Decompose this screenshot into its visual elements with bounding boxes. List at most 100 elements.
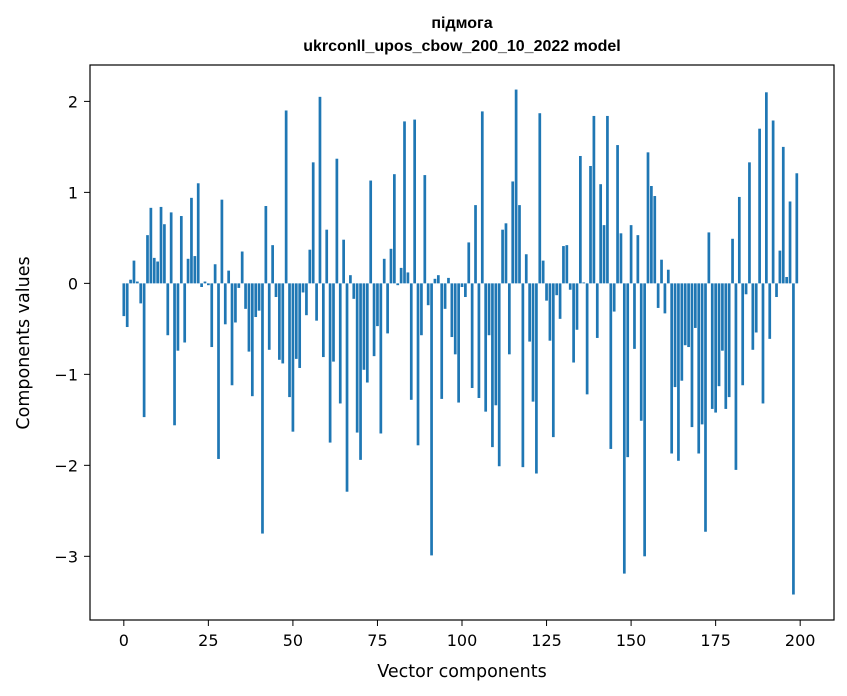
x-axis-ticks: 0 25 50 75 100 125 150 175 200 xyxy=(119,620,816,650)
bar-35 xyxy=(240,251,244,284)
bar-78 xyxy=(386,283,389,334)
bar-93 xyxy=(436,275,440,284)
bar-151 xyxy=(633,283,636,349)
bar-175 xyxy=(714,283,717,413)
bar-160 xyxy=(663,283,667,314)
bar-193 xyxy=(775,283,778,298)
bar-4 xyxy=(135,281,139,284)
bar-21 xyxy=(193,256,197,284)
bar-197 xyxy=(788,201,792,284)
bar-128 xyxy=(555,283,559,296)
bar-86 xyxy=(413,119,417,284)
bar-188 xyxy=(758,128,761,284)
bar-106 xyxy=(480,111,484,284)
bar-162 xyxy=(670,283,674,454)
bar-36 xyxy=(244,283,247,309)
bar-158 xyxy=(656,283,660,308)
bar-173 xyxy=(707,232,711,284)
bar-131 xyxy=(565,245,569,284)
bar-178 xyxy=(724,283,728,409)
bar-171 xyxy=(700,283,704,425)
bar-76 xyxy=(379,283,383,434)
bar-108 xyxy=(487,283,491,336)
bar-1 xyxy=(125,283,129,328)
bar-15 xyxy=(173,283,176,426)
bar-3 xyxy=(132,260,136,284)
bar-23 xyxy=(200,283,203,287)
bar-110 xyxy=(494,283,498,406)
bar-123 xyxy=(538,113,542,284)
bar-100 xyxy=(460,283,464,287)
bar-53 xyxy=(301,283,305,293)
bar-49 xyxy=(288,283,291,398)
bar-92 xyxy=(433,278,437,284)
bars-group xyxy=(122,89,799,595)
bar-34 xyxy=(237,283,241,288)
bar-2 xyxy=(129,279,132,284)
bar-125 xyxy=(545,283,548,301)
bar-103 xyxy=(470,283,474,388)
bar-186 xyxy=(751,283,755,350)
bar-156 xyxy=(650,186,653,284)
y-tick-label: −1 xyxy=(54,365,78,384)
bar-94 xyxy=(440,283,444,399)
bar-153 xyxy=(639,283,643,421)
bar-87 xyxy=(416,283,420,446)
bar-83 xyxy=(403,121,406,284)
bar-57 xyxy=(315,283,318,321)
bar-42 xyxy=(264,206,268,284)
bar-77 xyxy=(382,258,386,284)
bar-107 xyxy=(484,283,488,412)
bar-146 xyxy=(616,145,619,284)
bar-172 xyxy=(704,283,707,532)
bar-84 xyxy=(406,272,410,284)
x-tick-label: 150 xyxy=(616,631,647,650)
bar-199 xyxy=(795,173,799,284)
bar-102 xyxy=(467,242,471,284)
bar-74 xyxy=(372,283,376,357)
bar-41 xyxy=(261,283,264,534)
bar-81 xyxy=(396,283,400,286)
bar-25 xyxy=(207,283,210,286)
bar-60 xyxy=(325,229,329,284)
bar-174 xyxy=(710,283,714,409)
bar-152 xyxy=(636,235,640,284)
bar-18 xyxy=(183,283,187,343)
y-tick-label: 0 xyxy=(68,274,78,293)
bar-167 xyxy=(687,283,690,348)
bar-68 xyxy=(352,283,356,299)
bar-75 xyxy=(376,283,379,327)
bar-129 xyxy=(558,283,562,319)
bar-142 xyxy=(602,225,606,284)
x-tick-label: 50 xyxy=(283,631,303,650)
bar-124 xyxy=(541,260,545,284)
bar-13 xyxy=(166,283,170,336)
bar-149 xyxy=(626,283,630,458)
bar-69 xyxy=(355,283,359,433)
bar-182 xyxy=(737,196,741,284)
bar-119 xyxy=(524,254,528,284)
y-tick-label: −3 xyxy=(54,547,78,566)
bar-38 xyxy=(250,283,254,397)
bar-73 xyxy=(369,180,373,284)
bar-180 xyxy=(731,238,734,284)
bar-135 xyxy=(579,155,582,284)
bar-95 xyxy=(443,283,447,309)
bar-126 xyxy=(548,283,552,341)
bar-155 xyxy=(646,152,650,284)
bar-50 xyxy=(291,283,295,432)
bar-138 xyxy=(589,165,592,284)
bar-112 xyxy=(501,229,504,284)
bar-88 xyxy=(420,283,423,336)
x-tick-label: 200 xyxy=(785,631,816,650)
bar-6 xyxy=(142,283,146,418)
bar-170 xyxy=(697,283,701,454)
bar-144 xyxy=(609,283,613,449)
bar-12 xyxy=(163,224,166,284)
bar-192 xyxy=(771,120,775,284)
bar-22 xyxy=(196,183,200,284)
x-tick-label: 125 xyxy=(531,631,562,650)
bar-39 xyxy=(254,283,258,318)
bar-11 xyxy=(159,206,163,284)
